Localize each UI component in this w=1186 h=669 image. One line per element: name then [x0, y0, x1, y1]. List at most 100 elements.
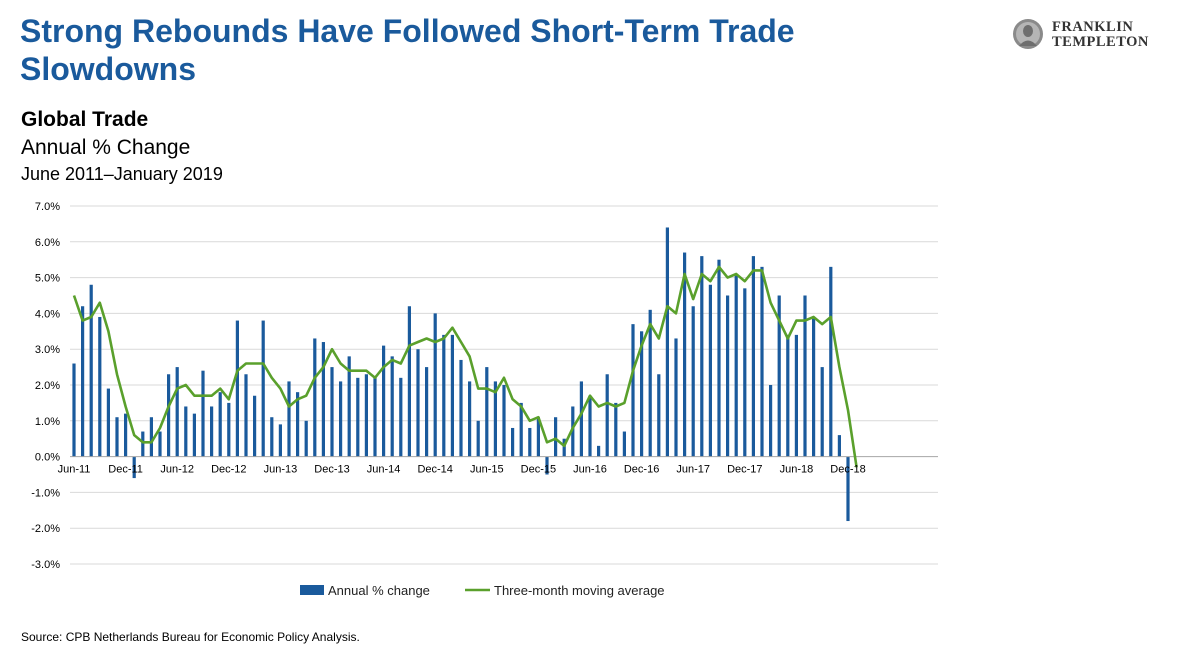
bar: [425, 367, 429, 457]
bar: [81, 306, 85, 457]
bar: [691, 306, 695, 457]
bar: [442, 334, 446, 457]
bar: [665, 227, 669, 457]
x-tick-label: Dec-13: [314, 464, 349, 476]
bar: [115, 417, 119, 457]
bar: [270, 417, 274, 457]
bar: [631, 324, 635, 457]
y-tick-label: -2.0%: [31, 523, 60, 535]
y-tick-label: -3.0%: [31, 559, 60, 571]
y-tick-label: 5.0%: [35, 273, 60, 285]
bar: [244, 374, 248, 457]
bar: [321, 342, 325, 457]
bar: [683, 252, 687, 457]
bar: [803, 295, 807, 457]
y-tick-label: 0.0%: [35, 452, 60, 464]
x-tick-label: Dec-18: [830, 464, 865, 476]
bar: [726, 295, 730, 457]
bar: [605, 374, 609, 457]
bar: [253, 395, 257, 457]
x-tick-label: Dec-15: [521, 464, 556, 476]
bar: [846, 456, 850, 522]
bar: [149, 417, 153, 457]
bar: [511, 427, 515, 457]
bar: [468, 381, 472, 457]
bar: [597, 445, 601, 457]
x-tick-label: Jun-14: [367, 464, 401, 476]
bar: [235, 320, 239, 457]
bar: [287, 381, 291, 457]
logo-line-1: FRANKLIN: [1052, 19, 1134, 35]
chart-unit: Annual % Change: [21, 136, 191, 159]
bar: [433, 313, 437, 457]
x-tick-label: Jun-12: [160, 464, 194, 476]
bar: [622, 431, 626, 457]
bar: [330, 367, 334, 457]
global-trade-chart: 7.0% 6.0% 5.0% 4.0% 3.0% 2.0% 1.0% 0.0% -1.0% -2.…: [31, 201, 938, 598]
moving-average-line: [72, 265, 858, 468]
bar: [536, 417, 540, 457]
chart-date-range: June 2011–January 2019: [21, 164, 223, 184]
bar: [141, 431, 145, 457]
x-tick-label: Dec-17: [727, 464, 762, 476]
bar: [347, 356, 351, 457]
logo-line-2: TEMPLETON: [1052, 34, 1149, 50]
bar: [837, 435, 841, 457]
bar: [407, 306, 411, 457]
bar-series: [72, 227, 850, 522]
bar: [485, 367, 489, 457]
bar: [519, 402, 523, 457]
bar: [184, 406, 188, 457]
bar: [278, 424, 282, 457]
bar: [373, 377, 377, 457]
portrait-seal-icon: [1013, 19, 1043, 49]
bar: [218, 392, 222, 457]
bar: [588, 395, 592, 457]
x-tick-label: Jun-17: [676, 464, 710, 476]
bar: [734, 274, 738, 457]
moving-average-series: [72, 265, 858, 468]
bar: [571, 406, 575, 457]
x-tick-label: Jun-18: [780, 464, 814, 476]
bar: [98, 316, 102, 457]
bar: [296, 392, 300, 457]
bar: [648, 309, 652, 457]
bar: [554, 417, 558, 457]
bar: [760, 266, 764, 457]
bar: [562, 438, 566, 457]
bar: [175, 367, 179, 457]
bar: [450, 334, 454, 457]
bar: [201, 370, 205, 457]
bar: [399, 377, 403, 457]
bar: [210, 406, 214, 457]
x-tick-label: Dec-12: [211, 464, 246, 476]
legend-bar-swatch: [300, 585, 324, 595]
x-axis-ticks: Jun-11 Dec-11 Jun-12 Dec-12 Jun-13 Dec-13 Jun-…: [58, 464, 866, 476]
bar: [812, 316, 816, 457]
bar: [708, 284, 712, 457]
bar: [158, 431, 162, 457]
y-axis-ticks: 7.0% 6.0% 5.0% 4.0% 3.0% 2.0% 1.0% 0.0% -1.0% -2.…: [31, 201, 60, 571]
bar: [820, 367, 824, 457]
bar: [339, 381, 343, 457]
bar: [227, 402, 231, 457]
y-tick-label: 4.0%: [35, 308, 60, 320]
legend: Annual % change Three-month moving averag…: [300, 583, 665, 598]
bar: [545, 456, 549, 475]
bar: [829, 266, 833, 457]
x-tick-label: Jun-13: [264, 464, 298, 476]
legend-line-label: Three-month moving average: [494, 583, 665, 598]
bar: [657, 374, 661, 457]
bar: [640, 331, 644, 457]
bar: [493, 381, 497, 457]
y-tick-label: -1.0%: [31, 487, 60, 499]
chart-subtitle: Global Trade: [21, 108, 149, 131]
y-tick-label: 1.0%: [35, 416, 60, 428]
y-tick-label: 3.0%: [35, 344, 60, 356]
bar: [700, 256, 704, 457]
y-tick-label: 7.0%: [35, 201, 60, 213]
bar: [528, 427, 532, 457]
bar: [167, 374, 171, 457]
bar: [777, 295, 781, 457]
chart-title: Strong Rebounds Have Followed Short-Term…: [20, 13, 795, 87]
